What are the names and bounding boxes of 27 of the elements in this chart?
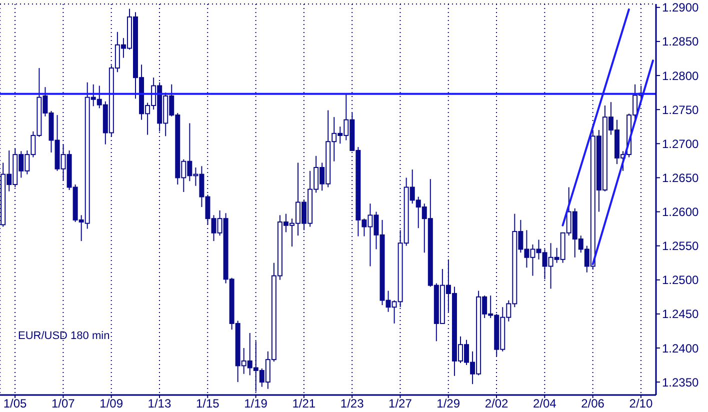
x-tick-label: 1/07 — [52, 396, 76, 411]
y-tick-label: 1.2350 — [662, 375, 700, 390]
x-tick-label: 1/21 — [292, 396, 316, 411]
y-tick-label: 1.2650 — [662, 170, 700, 185]
x-tick-label: 1/05 — [3, 396, 28, 411]
x-tick-label: 2/10 — [629, 396, 653, 411]
x-tick-label: 2/04 — [532, 396, 557, 411]
y-tick-label: 1.2750 — [662, 102, 700, 117]
x-tick-label: 1/23 — [340, 396, 364, 411]
y-tick-label: 1.2850 — [662, 34, 700, 49]
y-tick-label: 1.2900 — [662, 0, 700, 15]
y-tick-label: 1.2700 — [662, 136, 700, 151]
y-tick-label: 1.2550 — [662, 239, 700, 254]
x-tick-label: 2/02 — [484, 396, 509, 411]
y-tick-label: 1.2600 — [662, 205, 700, 220]
x-tick-label: 1/13 — [148, 396, 172, 411]
x-tick-label: 2/06 — [581, 396, 605, 411]
y-tick-label: 1.2500 — [662, 273, 700, 288]
x-tick-label: 1/15 — [196, 396, 220, 411]
y-tick-label: 1.2450 — [662, 307, 700, 322]
x-tick-label: 1/29 — [436, 396, 460, 411]
x-tick-label: 1/19 — [244, 396, 268, 411]
text: EUR/USD 180 min — [18, 330, 110, 342]
y-tick-label: 1.2400 — [662, 341, 700, 356]
x-tick-label: 1/27 — [388, 396, 412, 411]
y-tick-label: 1.2800 — [662, 68, 700, 83]
x-tick-label: 1/09 — [100, 396, 124, 411]
